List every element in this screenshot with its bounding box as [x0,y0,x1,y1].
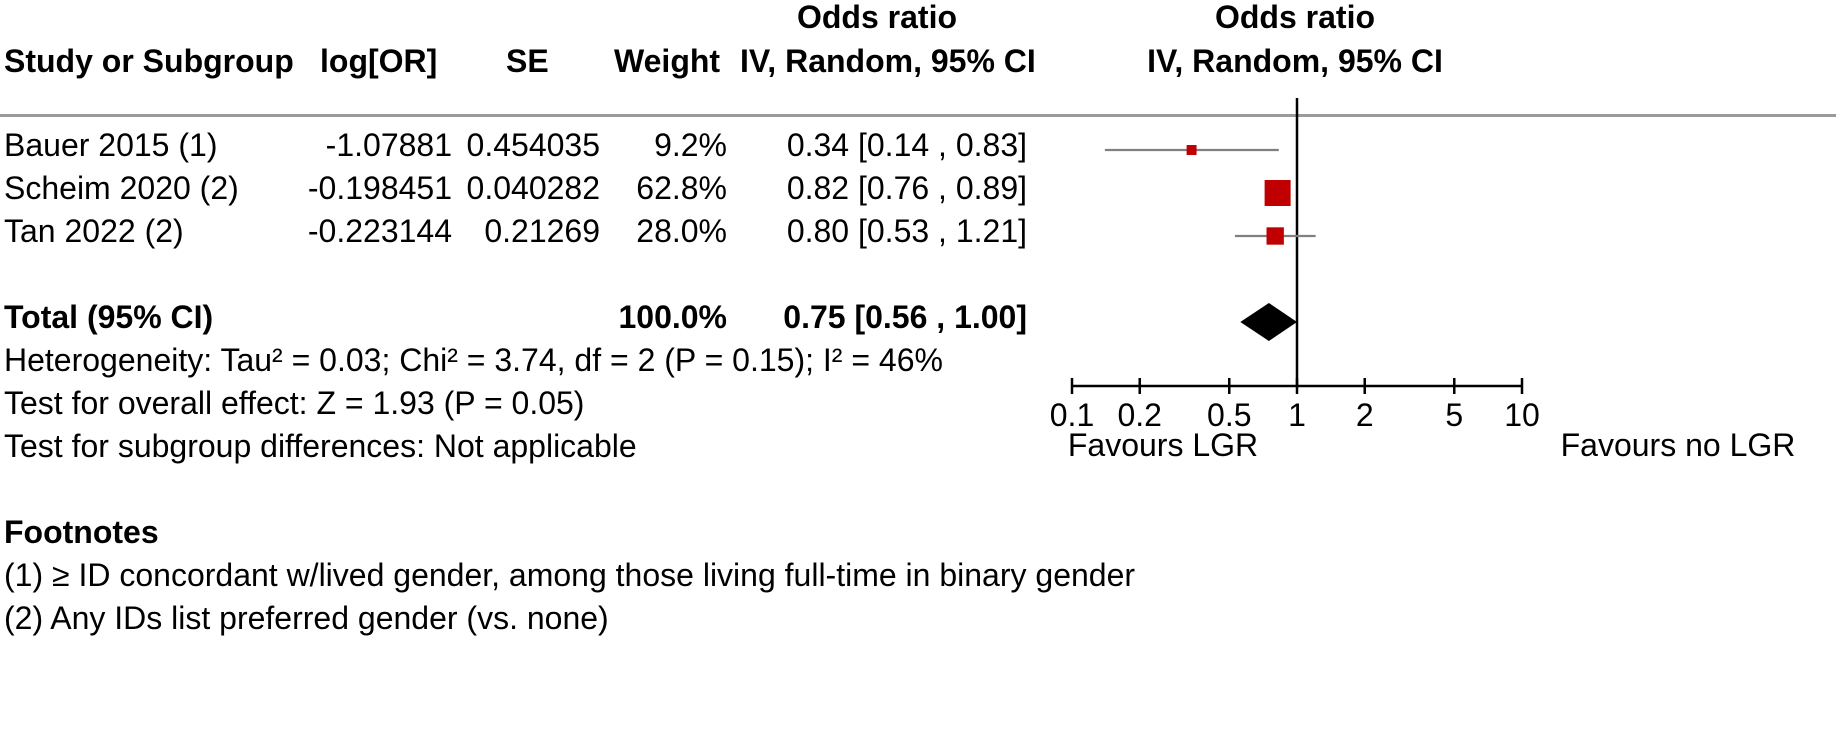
study-weight: 28.0% [636,213,727,249]
x-axis-tick-label: 0.5 [1207,397,1251,433]
study-point-estimate [1266,227,1284,245]
footnote-item: (2) Any IDs list preferred gender (vs. n… [4,600,609,636]
x-axis-tick-label: 10 [1504,397,1540,433]
heterogeneity-text: Heterogeneity: Tau² = 0.03; Chi² = 3.74,… [4,342,943,378]
study-ci-text: 0.34 [0.14 , 0.83] [786,127,1027,163]
x-axis-tick-label: 0.2 [1117,397,1161,433]
study-se: 0.21269 [484,213,600,249]
favours-left-label: Favours LGR [1068,427,1258,463]
x-axis-tick-label: 1 [1288,397,1306,433]
column-header-odds-ratio-title: Odds ratio [796,0,957,35]
plot-header-title: Odds ratio [1214,0,1375,35]
study-weight: 9.2% [654,127,727,163]
overall-effect-text: Test for overall effect: Z = 1.93 (P = 0… [4,385,585,421]
plot-header-method: IV, Random, 95% CI [1147,43,1443,79]
study-name: Tan 2022 (2) [4,213,184,249]
header-divider [0,114,1836,117]
column-header-study: Study or Subgroup [4,43,294,79]
total-ci-text: 0.75 [0.56 , 1.00] [783,299,1027,335]
column-header-weight: Weight [614,43,721,79]
study-point-estimate [1186,145,1197,155]
study-log-or: -0.223144 [307,213,452,249]
total-weight: 100.0% [618,299,727,335]
column-header-log-or: log[OR] [320,43,438,79]
pooled-estimate-diamond [1240,303,1297,341]
study-se: 0.454035 [466,127,600,163]
study-log-or: -0.198451 [307,170,452,206]
study-ci-text: 0.82 [0.76 , 0.89] [786,170,1027,206]
study-name: Bauer 2015 (1) [4,127,218,163]
x-axis-tick-label: 0.1 [1050,397,1094,433]
total-label: Total (95% CI) [4,299,214,335]
x-axis-ticks [1070,378,1524,394]
favours-right-label: Favours no LGR [1561,427,1796,463]
column-header-odds-ratio-method: IV, Random, 95% CI [740,43,1036,79]
study-markers [1104,145,1316,245]
study-name: Scheim 2020 (2) [4,170,239,206]
study-log-or: -1.07881 [325,127,452,163]
study-weight: 62.8% [636,170,727,206]
footnote-item: (1) ≥ ID concordant w/lived gender, amon… [4,557,1136,593]
x-axis-tick-label: 5 [1445,397,1463,433]
column-header-se: SE [506,43,549,79]
study-ci-text: 0.80 [0.53 , 1.21] [786,213,1027,249]
footnotes-title: Footnotes [4,514,159,550]
x-axis-tick-label: 2 [1356,397,1374,433]
study-se: 0.040282 [466,170,600,206]
x-axis-tick-labels: 0.1 0.2 0.5 1 2 5 10 [1050,397,1540,433]
study-point-estimate [1264,180,1291,206]
subgroup-differences-text: Test for subgroup differences: Not appli… [4,428,637,464]
